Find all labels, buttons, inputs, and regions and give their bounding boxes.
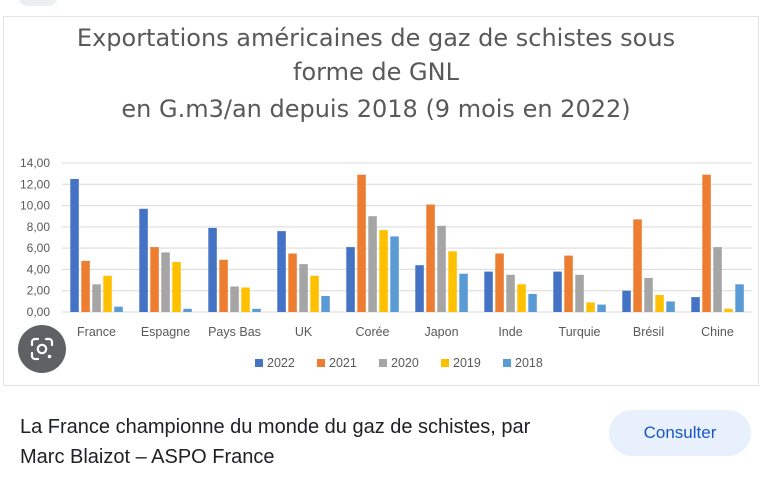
result-caption[interactable]: La France championne du monde du gaz de …: [20, 412, 600, 472]
bar-2019: [241, 287, 250, 312]
bar-2018: [114, 306, 123, 312]
bar-2022: [484, 271, 493, 312]
bar-2020: [575, 274, 584, 313]
y-tick-label: 8,00: [27, 220, 51, 234]
x-category-label: Japon: [424, 325, 458, 339]
legend-swatch-2021: [317, 359, 325, 367]
bar-2020: [713, 247, 722, 312]
x-category-label: UK: [295, 325, 313, 339]
bar-2019: [448, 251, 457, 312]
bar-2022: [277, 231, 286, 312]
y-tick-label: 14,00: [20, 156, 50, 170]
legend-swatch-2018: [503, 359, 511, 367]
x-category-label: Espagne: [141, 325, 190, 339]
x-category-label: Pays Bas: [208, 325, 261, 339]
bar-2022: [139, 208, 148, 312]
bar-2019: [379, 230, 388, 312]
bar-2019: [310, 275, 319, 312]
bar-2021: [81, 260, 90, 312]
bar-2021: [357, 174, 366, 312]
bar-2018: [183, 308, 192, 312]
bar-2022: [553, 271, 562, 312]
y-tick-label: 4,00: [27, 262, 51, 276]
result-image[interactable]: Exportations américaines de gaz de schis…: [3, 16, 759, 386]
legend-swatch-2019: [441, 359, 449, 367]
legend-swatch-2020: [379, 359, 387, 367]
bar-2021: [219, 259, 228, 312]
bar-2018: [321, 296, 330, 312]
y-tick-label: 12,00: [20, 177, 50, 191]
chart-title-line-2: forme de GNL: [293, 58, 460, 86]
chart-title-line-1: Exportations américaines de gaz de schis…: [77, 24, 675, 52]
bar-2020: [368, 216, 377, 312]
consult-button[interactable]: Consulter: [609, 410, 751, 456]
bar-chart: Exportations américaines de gaz de schis…: [20, 24, 752, 370]
y-tick-label: 10,00: [20, 199, 50, 213]
previous-result-pill: [18, 0, 58, 6]
bar-2020: [299, 264, 308, 312]
x-category-label: France: [77, 325, 116, 339]
y-tick-label: 0,00: [27, 305, 51, 319]
y-tick-label: 2,00: [27, 284, 51, 298]
legend-label-2020: 2020: [391, 356, 419, 370]
caption-line-1: La France championne du monde du gaz de …: [20, 416, 531, 438]
lens-button[interactable]: [18, 325, 66, 373]
legend-label-2018: 2018: [515, 356, 543, 370]
legend-swatch-2022: [255, 359, 263, 367]
bar-2021: [702, 174, 711, 312]
bar-2020: [437, 225, 446, 312]
bar-2020: [230, 286, 239, 312]
bar-2021: [564, 255, 573, 312]
bar-2020: [161, 252, 170, 312]
previous-result-stub: [0, 0, 763, 8]
x-category-label: Chine: [701, 325, 734, 339]
bar-2022: [70, 179, 79, 312]
bar-2018: [390, 236, 399, 312]
google-lens-icon: [30, 337, 54, 361]
bar-2020: [644, 277, 653, 312]
y-tick-label: 6,00: [27, 241, 51, 255]
bar-2018: [459, 273, 468, 312]
bar-2020: [92, 284, 101, 312]
legend-label-2021: 2021: [329, 356, 357, 370]
bar-2019: [517, 284, 526, 312]
bar-2021: [495, 253, 504, 312]
legend-label-2022: 2022: [267, 356, 295, 370]
bar-2021: [426, 204, 435, 312]
chart-title-line-3: en G.m3/an depuis 2018 (9 mois en 2022): [121, 95, 630, 123]
bar-2018: [597, 304, 606, 312]
legend-label-2019: 2019: [453, 356, 481, 370]
caption-line-2: Marc Blaizot – ASPO France: [20, 446, 275, 468]
x-category-label: Inde: [498, 325, 522, 339]
x-category-label: Corée: [355, 325, 389, 339]
bar-2019: [724, 308, 733, 312]
bar-2022: [415, 265, 424, 312]
bar-2022: [622, 290, 631, 312]
bar-2018: [252, 308, 261, 312]
bar-2022: [691, 297, 700, 312]
x-category-label: Brésil: [633, 325, 664, 339]
bar-2019: [103, 275, 112, 312]
bar-2020: [506, 274, 515, 313]
bar-2022: [208, 227, 217, 312]
x-category-label: Turquie: [559, 325, 601, 339]
bar-2022: [346, 247, 355, 312]
bar-2021: [633, 219, 642, 312]
bar-2018: [735, 284, 744, 312]
bar-2021: [288, 253, 297, 312]
bar-2019: [172, 262, 181, 312]
bar-2018: [666, 301, 675, 312]
bar-2019: [586, 302, 595, 312]
bar-2018: [528, 293, 537, 312]
bar-2021: [150, 247, 159, 312]
bar-2019: [655, 295, 664, 312]
